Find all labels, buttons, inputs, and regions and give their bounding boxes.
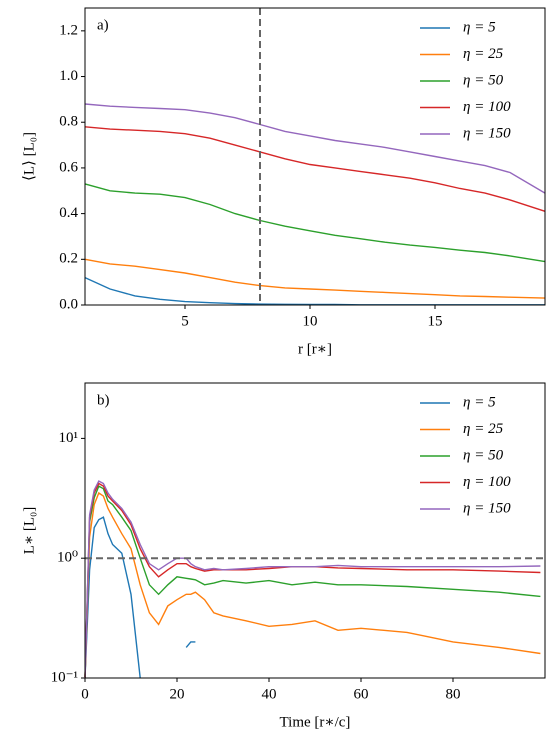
plot-frame — [84, 382, 546, 679]
y-tick-label: 0.0 — [59, 296, 78, 312]
series-line — [84, 485, 541, 679]
series-line — [84, 258, 546, 299]
x-axis-label: Time [r∗/c] — [280, 714, 351, 730]
x-tick-label: 15 — [428, 313, 443, 329]
legend-label: η = 5 — [463, 394, 496, 410]
legend-label: η = 25 — [463, 421, 504, 437]
plot-frame — [84, 7, 546, 306]
y-tick-label: 0.2 — [59, 251, 78, 267]
y-tick-label: 10⁰ — [57, 550, 78, 566]
y-axis-label: ⟨L⟩ [L₀] — [21, 132, 37, 181]
y-tick-label: 10⁻¹ — [51, 669, 78, 685]
y-axis-label: L∗ [L₀] — [21, 507, 37, 555]
y-tick-label: 10¹ — [59, 430, 79, 446]
legend-label: η = 100 — [463, 99, 511, 115]
series-line — [84, 183, 546, 263]
y-tick-label: 0.4 — [59, 205, 78, 221]
legend-label: η = 150 — [463, 125, 511, 141]
x-tick-label: 0 — [81, 686, 89, 702]
series-line — [84, 482, 541, 679]
x-tick-label: 5 — [181, 313, 189, 329]
series-line — [84, 480, 541, 679]
legend-label: η = 50 — [463, 72, 504, 88]
legend-label: η = 5 — [463, 19, 496, 35]
x-tick-label: 10 — [303, 313, 318, 329]
series-line — [84, 491, 541, 679]
panel-label: a) — [97, 17, 109, 33]
x-tick-label: 80 — [446, 686, 461, 702]
legend-label: η = 100 — [463, 474, 511, 490]
y-tick-label: 0.6 — [59, 159, 78, 175]
legend-label: η = 150 — [463, 500, 511, 516]
legend-label: η = 25 — [463, 46, 504, 62]
x-tick-label: 20 — [170, 686, 185, 702]
series-line — [85, 517, 214, 678]
x-tick-label: 40 — [262, 686, 277, 702]
series-line — [84, 126, 546, 212]
y-tick-label: 1.0 — [59, 68, 78, 84]
y-tick-label: 0.8 — [59, 114, 78, 130]
x-axis-label: r [r∗] — [298, 341, 332, 357]
panel-label: b) — [97, 392, 110, 408]
series-line — [84, 103, 546, 194]
legend-label: η = 50 — [463, 447, 504, 463]
x-tick-label: 60 — [354, 686, 369, 702]
y-tick-label: 1.2 — [59, 22, 78, 38]
series-line — [84, 276, 545, 306]
